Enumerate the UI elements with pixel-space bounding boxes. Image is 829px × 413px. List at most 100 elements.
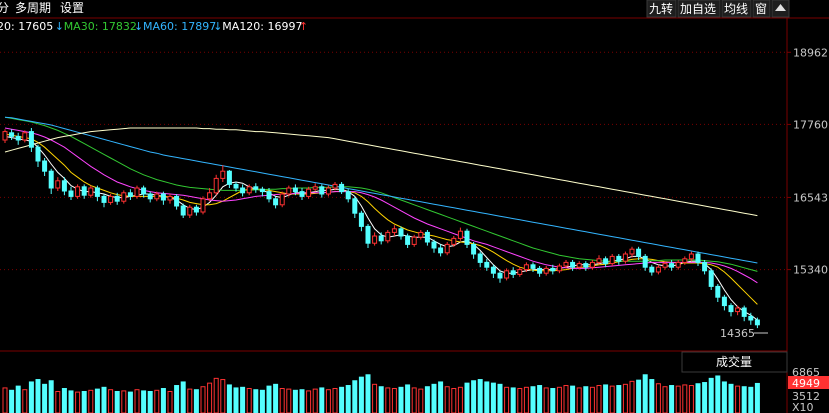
candle <box>735 305 741 316</box>
volume-bar <box>88 389 94 413</box>
candle-body <box>345 191 351 200</box>
candle-body <box>22 132 28 141</box>
volume-bar <box>312 388 318 413</box>
jiuzhuan-button[interactable]: 九转 <box>649 1 673 16</box>
candle-body <box>702 261 708 272</box>
volume-bars <box>2 374 760 413</box>
candle-body <box>154 193 160 200</box>
candle <box>55 177 61 191</box>
ma-line-ma20 <box>4 127 758 284</box>
candle-body <box>68 190 74 197</box>
volume-bar <box>464 382 470 413</box>
volume-bar <box>292 389 298 413</box>
volume-bar <box>68 390 74 413</box>
candle-body <box>675 261 681 268</box>
candle <box>431 239 437 253</box>
candle <box>154 191 160 202</box>
candle-body <box>246 186 252 194</box>
candle-body <box>279 193 285 206</box>
volume-indicator-selector[interactable] <box>681 351 788 373</box>
volume-bar <box>352 380 358 413</box>
volume-bar <box>220 379 226 413</box>
candle-body <box>306 188 312 197</box>
ma-button[interactable]: 均线 <box>724 2 748 16</box>
candle-body <box>48 170 54 189</box>
candle <box>193 204 199 216</box>
volume-bar <box>339 386 345 413</box>
candle-body <box>325 187 331 195</box>
volume-bar <box>226 384 232 413</box>
volume-bar <box>543 387 549 413</box>
candle-body <box>187 206 193 216</box>
volume-bar <box>418 388 424 413</box>
candle <box>405 233 411 248</box>
candle <box>339 182 345 194</box>
candle <box>424 230 430 246</box>
multi-period-button[interactable]: 多周期 <box>15 1 51 15</box>
window-button[interactable]: 窗 <box>755 2 767 16</box>
ma-button-bg[interactable] <box>721 0 752 18</box>
ma-legend-arrow-0: ↓ <box>55 20 64 33</box>
ma-legend-arrow-3: ↑ <box>299 20 308 33</box>
candle-body <box>220 170 226 179</box>
candle-body <box>669 263 675 268</box>
volume-bar <box>114 390 120 413</box>
add-to-watchlist-button-bg[interactable] <box>677 0 721 18</box>
candle <box>537 266 543 277</box>
candle-body <box>576 263 582 268</box>
volume-bar <box>424 386 430 413</box>
candle-body <box>510 270 516 275</box>
volume-bar <box>141 390 147 413</box>
candle-body <box>431 241 437 249</box>
candle-body <box>556 265 562 272</box>
volume-bar <box>609 385 615 413</box>
low-marker: 14365 <box>720 327 768 340</box>
volume-bar <box>431 383 437 413</box>
candle <box>497 270 503 283</box>
candle <box>233 182 239 192</box>
candle <box>728 303 734 317</box>
add-to-watchlist-button[interactable]: 加自选 <box>680 2 716 16</box>
candle <box>490 264 496 278</box>
candle <box>741 305 747 322</box>
candle-body <box>642 255 648 268</box>
candle <box>550 264 556 275</box>
candle-body <box>490 266 496 274</box>
candle <box>675 260 681 270</box>
candle-body <box>200 198 206 213</box>
volume-bar <box>517 388 523 413</box>
candle-body <box>411 236 417 245</box>
candle-body <box>127 192 133 197</box>
candle <box>642 254 648 271</box>
candle-body <box>332 183 338 189</box>
candle <box>391 225 397 236</box>
candle <box>484 258 490 271</box>
volume-bar <box>444 386 450 413</box>
volume-bar <box>9 389 15 413</box>
candle-body <box>616 255 622 262</box>
candle-body <box>609 255 615 265</box>
candle-body <box>81 186 87 196</box>
candle <box>187 204 193 218</box>
candle <box>589 260 595 270</box>
candle <box>636 246 642 260</box>
low-marker-label: 14365 <box>720 327 755 340</box>
candle-body <box>735 307 741 313</box>
jiuzhuan-button-bg[interactable] <box>646 0 677 18</box>
settings-button[interactable]: 设置 <box>60 1 84 15</box>
candle-body <box>517 269 523 275</box>
fen-tab[interactable]: 分 <box>0 1 9 15</box>
candle-body <box>424 231 430 243</box>
candle <box>88 185 94 198</box>
candle <box>609 254 615 266</box>
window-button-bg[interactable] <box>752 0 771 18</box>
volume-bar <box>286 388 292 413</box>
candle <box>220 165 226 182</box>
candle-body <box>9 132 15 137</box>
candle <box>28 128 34 152</box>
candle-body <box>193 206 199 213</box>
volume-bar <box>715 375 721 413</box>
candle <box>246 184 252 196</box>
volume-bar <box>523 386 529 413</box>
